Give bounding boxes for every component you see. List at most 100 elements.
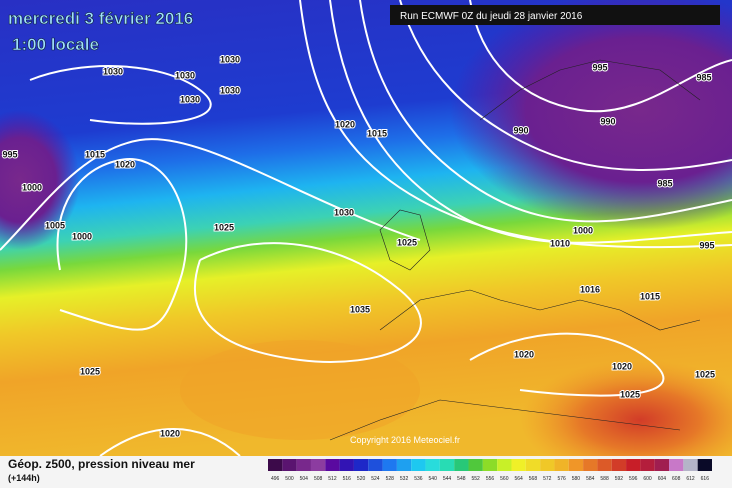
colorbar-label: 592	[615, 476, 624, 482]
colorbar-label: 540	[429, 476, 438, 482]
colorbar-swatch	[626, 459, 641, 471]
isobars	[0, 0, 732, 456]
colorbar-swatch	[669, 459, 684, 471]
colorbar-label: 500	[285, 476, 294, 482]
isobar-label: 1030	[103, 66, 123, 76]
colorbar-label: 568	[529, 476, 538, 482]
isobar-label: 1030	[175, 70, 195, 80]
isobar-label: 1030	[220, 85, 240, 95]
colorbar-label: 504	[300, 476, 309, 482]
colorbar-swatch	[683, 459, 698, 471]
isobar-label: 990	[600, 116, 615, 126]
isobar-label: 1015	[85, 149, 105, 159]
colorbar-swatch	[697, 459, 712, 471]
isobar-label: 1000	[22, 182, 42, 192]
isobar-label: 1030	[180, 94, 200, 104]
isobar-label: 1020	[514, 349, 534, 359]
colorbar-label: 588	[600, 476, 609, 482]
colorbar-swatch	[396, 459, 412, 471]
colorbar-label: 600	[643, 476, 652, 482]
isobar-label: 1025	[397, 237, 417, 247]
colorbar-swatch	[310, 459, 326, 471]
isobar-label: 1025	[620, 389, 640, 399]
isobar-label: 1025	[80, 366, 100, 376]
isobar-label: 1025	[214, 222, 234, 232]
colorbar-label: 576	[557, 476, 566, 482]
run-info: Run ECMWF 0Z du jeudi 28 janvier 2016	[400, 11, 583, 22]
colorbar-label: 552	[472, 476, 481, 482]
colorbar-swatch	[525, 459, 541, 471]
colorbar-label: 508	[314, 476, 323, 482]
copyright: Copyright 2016 Meteociel.fr	[350, 435, 460, 445]
colorbar-label: 520	[357, 476, 366, 482]
colorbar-swatch	[540, 459, 555, 471]
legend-subtitle: (+144h)	[8, 473, 40, 483]
isobar-label: 1030	[220, 54, 240, 64]
colorbar-label: 536	[414, 476, 423, 482]
isobar-label: 990	[513, 125, 528, 135]
colorbar-swatch	[439, 459, 455, 471]
isobar-label: 995	[2, 149, 17, 159]
isobar-label: 1016	[580, 284, 600, 294]
colorbar-swatch	[654, 459, 670, 471]
colorbar-label: 596	[629, 476, 638, 482]
colorbar-label: 548	[457, 476, 466, 482]
colorbar-swatch	[468, 459, 483, 471]
colorbar-label: 608	[672, 476, 681, 482]
colorbar-swatch	[640, 459, 655, 471]
warm-area	[520, 360, 732, 480]
colorbar-swatch	[497, 459, 512, 471]
colorbar-label: 512	[328, 476, 337, 482]
coastlines	[329, 59, 701, 441]
isobar-label: 1010	[550, 238, 570, 248]
colorbar-label: 516	[343, 476, 352, 482]
colorbar-swatch	[568, 459, 584, 471]
colorbar-swatch	[454, 459, 469, 471]
isobar-label: 1025	[695, 369, 715, 379]
isobar-label: 1030	[334, 207, 354, 217]
isobar-label: 995	[699, 240, 714, 250]
colorbar-label: 612	[686, 476, 695, 482]
warm-area	[180, 340, 420, 440]
isobar-label: 985	[696, 72, 711, 82]
isobar-label: 1020	[612, 361, 632, 371]
colorbar-swatch	[282, 459, 297, 471]
isobar-label: 985	[657, 178, 672, 188]
colorbar-label: 528	[386, 476, 395, 482]
colorbar-label: 604	[658, 476, 667, 482]
isobar-label-layer: 1030 1030 1030 1030 1030 995 1015 1020 1000 1005 1…	[1, 53, 716, 439]
colorbar-label: 556	[486, 476, 495, 482]
isobar-label: 1020	[160, 428, 180, 438]
colorbar-swatch	[611, 459, 627, 471]
colorbar-label: 564	[514, 476, 523, 482]
map-subtitle: 1:00 locale	[12, 35, 99, 54]
colorbar-label: 572	[543, 476, 552, 482]
colorbar-swatch	[296, 459, 311, 471]
colorbar: 496 500 504 508 512 516 520 524 528 532 536 540 544 5…	[268, 459, 712, 482]
colorbar-swatch	[482, 459, 498, 471]
map-title: mercredi 3 février 2016	[8, 9, 193, 28]
isobar-label: 1000	[72, 231, 92, 241]
colorbar-label: 532	[400, 476, 409, 482]
colorbar-label: 524	[371, 476, 380, 482]
isobar-label: 1020	[335, 119, 355, 129]
colorbar-swatch	[554, 459, 569, 471]
legend-title: Géop. z500, pression niveau mer	[8, 457, 195, 471]
colorbar-swatch	[339, 459, 354, 471]
isobar-label: 1015	[640, 291, 660, 301]
isobar-label: 1020	[115, 159, 135, 169]
colorbar-swatch	[597, 459, 612, 471]
colorbar-swatch	[325, 459, 340, 471]
isobar-label: 1035	[350, 304, 370, 314]
low-pressure-area	[450, 0, 732, 230]
isobar-label: 1005	[45, 220, 65, 230]
colorbar-label: 584	[586, 476, 595, 482]
colorbar-swatch	[411, 459, 426, 471]
colorbar-label: 616	[701, 476, 710, 482]
colorbar-swatch	[425, 459, 440, 471]
isobar-label: 1000	[573, 225, 593, 235]
colorbar-label: 544	[443, 476, 452, 482]
run-box	[390, 5, 720, 25]
